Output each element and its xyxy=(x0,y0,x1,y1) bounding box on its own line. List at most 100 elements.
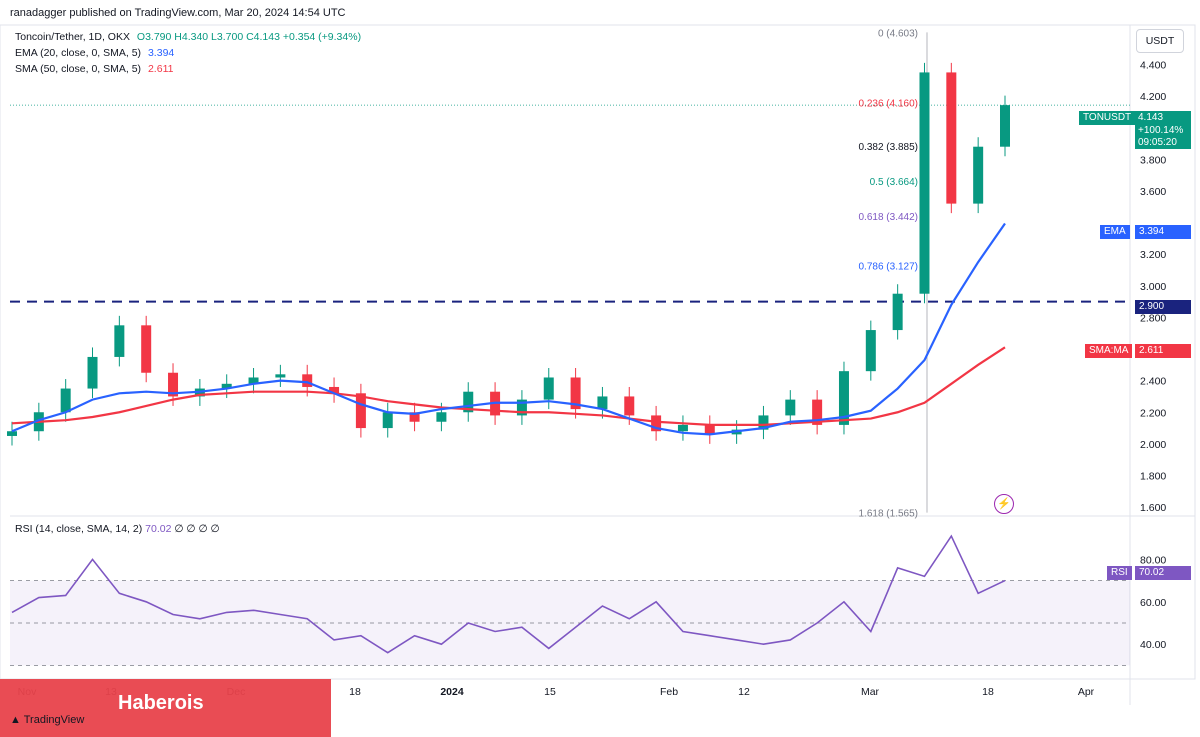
candle-body xyxy=(838,371,849,425)
candle-body xyxy=(275,374,286,378)
time-label-3: 18 xyxy=(349,686,361,698)
tradingview-logo: ▲ TradingView xyxy=(10,714,84,726)
candle-body xyxy=(624,396,635,416)
current-price: 4.143 xyxy=(1138,112,1164,123)
candle-body xyxy=(677,424,688,432)
price-tick-3: 3.600 xyxy=(1140,186,1166,198)
candle-body xyxy=(114,325,125,357)
price-tick-1: 4.200 xyxy=(1140,91,1166,103)
rsi-line xyxy=(11,534,1006,654)
candle-body xyxy=(758,415,769,430)
candle-body xyxy=(1000,105,1010,147)
candle-body xyxy=(248,377,259,384)
candle-body xyxy=(785,399,796,416)
legend-rsi-row[interactable]: RSI (14, close, SMA, 14, 2) 70.02 ∅ ∅ ∅ … xyxy=(15,523,220,535)
ema-tag-label: EMA xyxy=(1100,225,1130,239)
publisher-line: ranadagger published on TradingView.com,… xyxy=(10,7,346,19)
legend-rsi-value: 70.02 xyxy=(145,523,172,535)
candle-body xyxy=(597,396,608,410)
candle-body xyxy=(543,377,554,400)
current-price-tag: 4.143 +100.14% 09:05:20 xyxy=(1135,111,1191,149)
rsi-tag-label: RSI xyxy=(1107,566,1132,580)
legend-sma-row[interactable]: SMA (50, close, 0, SMA, 5) 2.611 xyxy=(15,63,173,75)
price-tick-6: 2.800 xyxy=(1140,312,1166,324)
candle-body xyxy=(87,356,98,389)
fib-label-2: 0.382 (3.885) xyxy=(859,142,919,153)
price-tick-4: 3.200 xyxy=(1140,249,1166,261)
price-tick-7: 2.400 xyxy=(1140,376,1166,388)
candle-body xyxy=(436,412,447,422)
legend-ema-value: 3.394 xyxy=(147,47,175,59)
rsi-tick-2: 40.00 xyxy=(1140,639,1166,651)
sma-tag-label: SMA:MA xyxy=(1085,344,1133,358)
bar-countdown: 09:05:20 xyxy=(1138,137,1177,148)
lightning-icon[interactable]: ⚡ xyxy=(994,494,1014,514)
price-tick-8: 2.200 xyxy=(1140,407,1166,419)
legend-symbol-row: Toncoin/Tether, 1D, OKX O3.790 H4.340 L3… xyxy=(15,31,361,43)
price-tick-9: 2.000 xyxy=(1140,439,1166,451)
candle-body xyxy=(382,412,393,429)
candle-body xyxy=(409,412,420,422)
ema-line xyxy=(11,222,1006,436)
price-tick-5: 3.000 xyxy=(1140,281,1166,293)
candle-body xyxy=(141,325,152,373)
candle-body xyxy=(973,146,984,204)
price-tick-2: 3.800 xyxy=(1140,154,1166,166)
time-label-6: Feb xyxy=(660,686,678,698)
support-tag: 2.900 xyxy=(1135,300,1191,314)
candle-body xyxy=(302,374,313,387)
candle-body xyxy=(60,388,71,413)
candle-body xyxy=(355,393,366,429)
time-label-4: 2024 xyxy=(440,686,464,698)
time-label-5: 15 xyxy=(544,686,556,698)
candle-body xyxy=(516,399,527,416)
candle-body xyxy=(919,72,930,294)
candle-body xyxy=(168,372,179,397)
watermark-text: Haberois xyxy=(118,692,204,714)
fib-label-4: 0.618 (3.442) xyxy=(859,212,919,223)
sma-line xyxy=(11,346,1006,427)
time-label-8: Mar xyxy=(861,686,880,698)
rsi-tick-0: 80.00 xyxy=(1140,554,1166,566)
candle-body xyxy=(865,330,876,372)
fib-label-6: 1.618 (1.565) xyxy=(859,509,919,520)
rsi-tick-1: 60.00 xyxy=(1140,597,1166,609)
legend-sma-value: 2.611 xyxy=(147,63,174,75)
candle-body xyxy=(704,424,715,435)
time-label-9: 18 xyxy=(982,686,994,698)
tv-logo-text: TradingView xyxy=(23,714,85,726)
legend-ohlc: O3.790 H4.340 L3.700 C4.143 +0.354 (+9.3… xyxy=(136,31,362,43)
symbol-tag: TONUSDT xyxy=(1079,111,1136,125)
price-tick-0: 4.400 xyxy=(1140,60,1166,72)
time-label-7: 12 xyxy=(738,686,750,698)
legend-ema-row[interactable]: EMA (20, close, 0, SMA, 5) 3.394 xyxy=(15,47,174,59)
fib-label-5: 0.786 (3.127) xyxy=(859,262,919,273)
candle-body xyxy=(946,72,957,204)
currency-button[interactable]: USDT xyxy=(1136,29,1184,53)
tv-logo-icon: ▲ xyxy=(10,714,24,726)
fib-label-3: 0.5 (3.664) xyxy=(870,177,918,188)
fib-label-1: 0.236 (4.160) xyxy=(859,98,919,109)
price-tick-10: 1.800 xyxy=(1140,470,1166,482)
fib-label-0: 0 (4.603) xyxy=(878,28,918,39)
rsi-tag-value: 70.02 xyxy=(1135,566,1191,580)
candle-body xyxy=(7,431,17,436)
ema-tag-value: 3.394 xyxy=(1135,225,1191,239)
sma-tag-value: 2.611 xyxy=(1135,344,1191,358)
legend-rsi-label: RSI (14, close, SMA, 14, 2) xyxy=(15,523,143,535)
legend-symbol: Toncoin/Tether, 1D, OKX xyxy=(15,31,130,43)
candle-body xyxy=(812,399,823,425)
watermark-banner xyxy=(0,679,331,737)
candle-body xyxy=(892,293,903,331)
candle-body xyxy=(221,383,232,389)
legend-sma-label: SMA (50, close, 0, SMA, 5) xyxy=(15,63,142,75)
price-tick-11: 1.600 xyxy=(1140,502,1166,514)
legend-rsi-extra: ∅ ∅ ∅ ∅ xyxy=(174,523,220,535)
candle-body xyxy=(570,377,581,410)
candle-body xyxy=(463,391,474,413)
time-label-10: Apr xyxy=(1078,686,1095,698)
legend-ema-label: EMA (20, close, 0, SMA, 5) xyxy=(15,47,142,59)
candle-body xyxy=(651,415,662,432)
candle-body xyxy=(329,386,340,394)
